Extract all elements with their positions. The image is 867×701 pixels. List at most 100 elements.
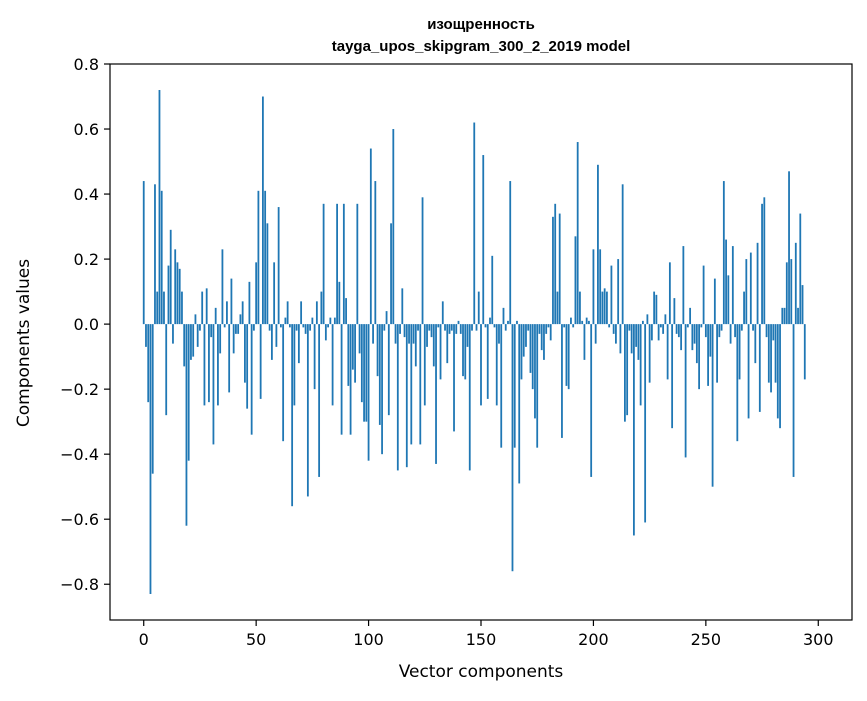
bar	[369, 148, 372, 325]
bar	[734, 324, 736, 338]
bar	[711, 324, 714, 487]
y-tick-label: −0.2	[60, 380, 99, 399]
bar	[738, 324, 741, 380]
bar	[145, 324, 147, 347]
y-tick-label: −0.4	[60, 445, 99, 464]
bar	[205, 288, 208, 325]
bar	[788, 171, 790, 325]
bar	[387, 324, 390, 416]
bar	[315, 301, 318, 325]
bar	[666, 324, 669, 380]
bar	[491, 255, 494, 325]
bar	[235, 324, 237, 334]
bar	[797, 307, 799, 325]
bar	[504, 324, 507, 331]
bar	[311, 317, 314, 325]
bar	[439, 324, 442, 380]
bar	[727, 275, 730, 325]
bar	[716, 324, 718, 383]
bar	[628, 324, 631, 331]
bar	[286, 301, 289, 325]
bar	[552, 216, 554, 325]
bar	[561, 324, 563, 438]
bar	[518, 324, 521, 484]
bar	[720, 324, 723, 331]
bar	[691, 324, 694, 351]
bar	[190, 324, 192, 360]
bar	[414, 324, 417, 367]
y-axis: 0.8 0.6 0.4 0.2 0.0 −0.2 −0.4 −0.6 −0.8	[60, 55, 110, 594]
bar	[354, 324, 356, 383]
bars-group	[142, 90, 806, 594]
bar	[351, 324, 354, 370]
bar	[484, 324, 487, 328]
bar	[214, 307, 217, 325]
bar	[677, 324, 680, 338]
bar	[178, 268, 181, 325]
bar	[612, 324, 615, 334]
bar	[340, 324, 343, 435]
bar	[156, 291, 159, 325]
bar	[779, 324, 781, 429]
bar	[459, 324, 462, 334]
bar	[743, 291, 745, 325]
bar	[567, 324, 570, 390]
x-tick-label: 300	[803, 630, 834, 649]
bar	[401, 288, 404, 325]
bar	[428, 324, 431, 331]
bar	[558, 213, 561, 325]
bar	[758, 324, 761, 412]
bar	[376, 324, 379, 377]
bar	[493, 324, 496, 328]
bar	[603, 288, 606, 325]
bar	[659, 324, 662, 328]
bar	[457, 320, 460, 325]
bar	[277, 207, 280, 325]
bar	[731, 246, 734, 325]
bar	[520, 324, 523, 380]
bar	[405, 324, 408, 468]
bar	[275, 324, 278, 347]
bar	[772, 324, 775, 341]
bar	[554, 203, 557, 325]
bar	[763, 197, 766, 325]
bar	[365, 324, 368, 422]
bar	[455, 324, 458, 334]
bar	[610, 265, 613, 325]
x-tick-label: 200	[578, 630, 609, 649]
bar	[396, 324, 399, 471]
bar	[241, 301, 244, 325]
bar	[437, 324, 440, 328]
bar	[306, 324, 309, 497]
y-tick-label: 0.6	[74, 120, 99, 139]
bar	[464, 324, 467, 380]
bar	[430, 324, 433, 338]
y-tick-label: 0.2	[74, 250, 99, 269]
bar	[302, 324, 305, 328]
bar	[707, 324, 709, 386]
bar	[770, 324, 772, 393]
bar	[167, 265, 170, 325]
bar	[475, 324, 478, 331]
bar	[653, 291, 656, 325]
bar	[410, 324, 413, 445]
bar	[588, 320, 590, 325]
bar	[403, 324, 406, 338]
bar	[154, 184, 156, 325]
bar	[489, 317, 491, 325]
bar	[408, 324, 410, 344]
bar	[752, 324, 754, 331]
bar	[761, 203, 763, 325]
chart-title-line-2: tayga_upos_skipgram_300_2_2019 model	[332, 38, 631, 55]
bar	[201, 291, 204, 325]
bar	[212, 324, 215, 445]
bar	[655, 294, 658, 325]
bar	[673, 298, 676, 325]
bar	[300, 301, 303, 325]
bar	[646, 314, 649, 325]
bar	[372, 324, 374, 344]
bar	[754, 324, 757, 364]
bar	[347, 324, 350, 386]
bar	[500, 324, 503, 448]
